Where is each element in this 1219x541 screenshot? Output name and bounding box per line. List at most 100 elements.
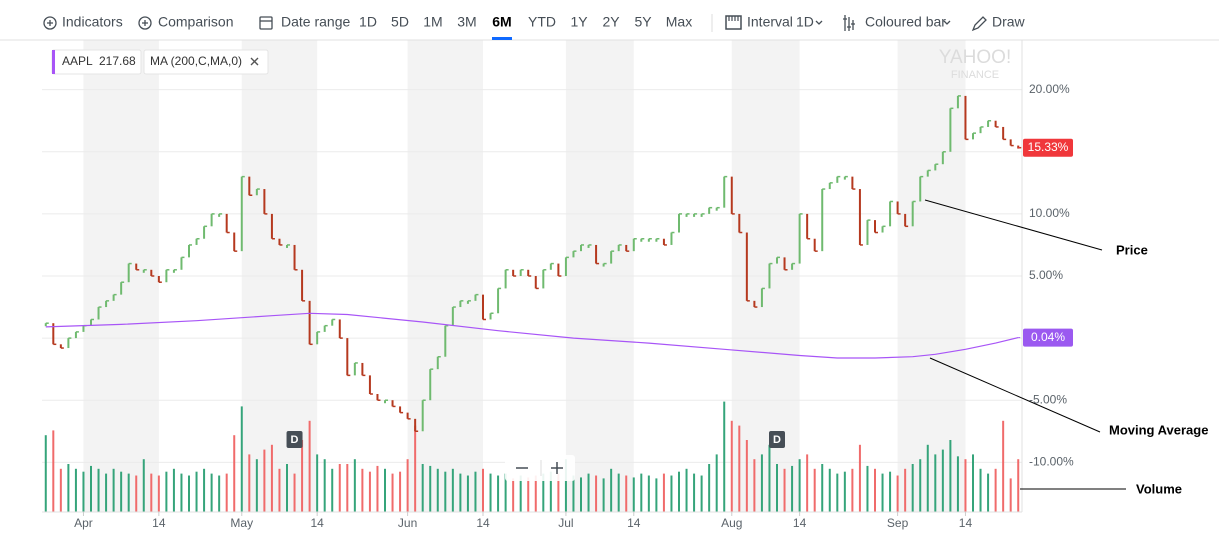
volume-bar xyxy=(180,473,183,512)
price-bar xyxy=(994,120,997,127)
event-marker[interactable] xyxy=(769,431,785,448)
price-bar xyxy=(972,133,974,140)
x-tick-label: Sep xyxy=(887,516,909,530)
price-bar xyxy=(512,269,515,276)
volume-bar xyxy=(421,464,424,512)
volume-bar xyxy=(858,444,861,512)
event-marker[interactable] xyxy=(286,431,303,448)
zoom-in[interactable] xyxy=(551,462,563,474)
x-tick-label: 14 xyxy=(793,516,807,530)
y-tick-label: 20.00% xyxy=(1029,82,1070,96)
price-bar xyxy=(941,151,944,165)
price-bar xyxy=(210,213,213,227)
remove-indicator[interactable] xyxy=(250,57,259,66)
legend-chip[interactable] xyxy=(143,49,269,75)
indicators-button[interactable]: Indicators xyxy=(62,14,123,30)
annotation: Volume xyxy=(1136,481,1182,496)
volume-bar xyxy=(1009,478,1012,512)
volume-bar xyxy=(610,468,613,512)
volume-bar xyxy=(708,464,711,512)
date-range-button[interactable]: Date range xyxy=(281,14,350,30)
price-bar xyxy=(843,176,846,180)
volume-bar xyxy=(466,475,469,512)
interval-button[interactable]: Interval xyxy=(747,14,793,30)
volume-bar xyxy=(738,425,741,512)
volume-bar xyxy=(896,475,899,512)
volume-bar xyxy=(105,473,108,512)
price-bar xyxy=(391,400,394,407)
volume-bar xyxy=(74,468,77,512)
price-bar xyxy=(376,394,379,401)
price-bar xyxy=(670,232,673,245)
chart-style-button[interactable]: Coloured bar xyxy=(865,14,946,30)
range-button[interactable]: 1M xyxy=(423,14,442,30)
y-tick-label: 5.00% xyxy=(1029,268,1063,282)
price-bar xyxy=(625,244,628,252)
range-button[interactable]: 5Y xyxy=(634,14,652,30)
comparison-button[interactable]: Comparison xyxy=(158,14,233,30)
price-bar xyxy=(655,238,658,242)
range-button[interactable]: 5D xyxy=(391,14,409,30)
volume-bar xyxy=(534,475,537,512)
volume-bar xyxy=(497,475,500,512)
range-button[interactable]: 1Y xyxy=(570,14,588,30)
moving-average xyxy=(45,312,1019,359)
volume-bar xyxy=(135,475,138,512)
volume-bar xyxy=(693,473,696,512)
range-button[interactable]: 3M xyxy=(457,14,476,30)
volume-bar xyxy=(368,471,371,512)
price-bar xyxy=(135,263,138,270)
volume-bar xyxy=(964,459,967,512)
volume-bar xyxy=(444,471,447,512)
volume-bar xyxy=(760,454,763,512)
interval-value[interactable]: 1D xyxy=(796,14,814,30)
volume-bar xyxy=(768,444,771,512)
price-bar xyxy=(459,300,462,308)
event-label: D xyxy=(773,434,781,446)
volume-bar xyxy=(972,454,974,512)
price-bar xyxy=(233,232,236,252)
price-bar xyxy=(519,269,522,276)
price-bar xyxy=(919,176,922,202)
x-tick-label: Jun xyxy=(398,516,417,530)
price-bar xyxy=(97,307,100,320)
volume-bar xyxy=(157,475,160,512)
range-button[interactable]: YTD xyxy=(528,14,556,30)
volume-bar xyxy=(59,468,62,512)
price-bar xyxy=(504,269,507,289)
icon xyxy=(259,16,273,30)
volume-bar xyxy=(225,473,228,512)
volume-bar xyxy=(384,468,386,512)
price-bar xyxy=(700,213,703,217)
price-bar xyxy=(406,412,409,419)
annotation: Price xyxy=(1116,242,1148,257)
volume-bar xyxy=(843,471,846,512)
price-bar xyxy=(542,269,545,289)
volume-bar xyxy=(293,473,296,512)
draw-button[interactable]: Draw xyxy=(992,14,1026,30)
volume-bar xyxy=(165,471,168,512)
price-bar xyxy=(172,269,175,273)
legend-swatch xyxy=(52,50,55,74)
range-button[interactable]: 2Y xyxy=(602,14,620,30)
legend-symbol: AAPL xyxy=(62,54,93,68)
price-bar xyxy=(760,288,763,308)
zoom-controls xyxy=(505,455,575,481)
volume-bar xyxy=(806,454,809,512)
price-bar xyxy=(798,213,801,264)
price-bar xyxy=(557,263,560,276)
range-button[interactable]: 1D xyxy=(359,14,377,30)
price-bar xyxy=(466,300,469,304)
range-button[interactable]: Max xyxy=(666,14,692,30)
price-bar xyxy=(293,244,296,270)
range-button[interactable]: 6M xyxy=(492,14,511,30)
last-value-badge xyxy=(1023,328,1073,347)
price-bar xyxy=(90,319,92,326)
volume-bar xyxy=(195,471,198,512)
volume-bar xyxy=(52,430,55,512)
volume-bar xyxy=(270,444,273,512)
volume-bar xyxy=(745,440,748,512)
volume-bar xyxy=(248,454,251,512)
price-bar xyxy=(791,263,794,270)
icon xyxy=(725,15,742,30)
